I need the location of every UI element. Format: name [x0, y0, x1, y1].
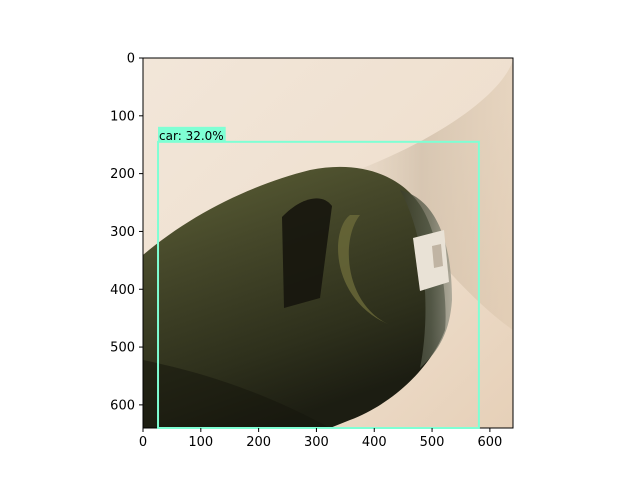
bottle-label-print [432, 244, 443, 268]
y-tick-label: 400 [110, 283, 135, 298]
y-tick-label: 300 [110, 225, 135, 240]
x-tick-label: 0 [139, 435, 147, 450]
y-tick-label: 100 [110, 109, 135, 124]
y-tick-label: 0 [127, 52, 135, 67]
bottle-reflection [282, 198, 332, 308]
y-tick-label: 600 [110, 398, 135, 413]
y-axis: 0 100 200 300 400 500 600 [110, 52, 143, 413]
x-tick-label: 400 [362, 435, 387, 450]
detection-label: car: 32.0% [159, 129, 224, 143]
x-tick-label: 500 [420, 435, 445, 450]
bottle-bottom-shade [143, 360, 330, 428]
photo-image [143, 58, 513, 428]
x-axis: 0 100 200 300 400 500 600 [139, 428, 502, 450]
y-tick-label: 200 [110, 167, 135, 182]
x-tick-label: 300 [304, 435, 329, 450]
detection-label-background [158, 126, 226, 142]
x-tick-label: 100 [188, 435, 213, 450]
x-tick-label: 200 [246, 435, 271, 450]
y-tick-label: 500 [110, 341, 135, 356]
x-tick-label: 600 [477, 435, 502, 450]
detection-box [157, 140, 480, 429]
bottle-curve-highlight [338, 215, 390, 325]
bottle-shadow [330, 60, 513, 330]
